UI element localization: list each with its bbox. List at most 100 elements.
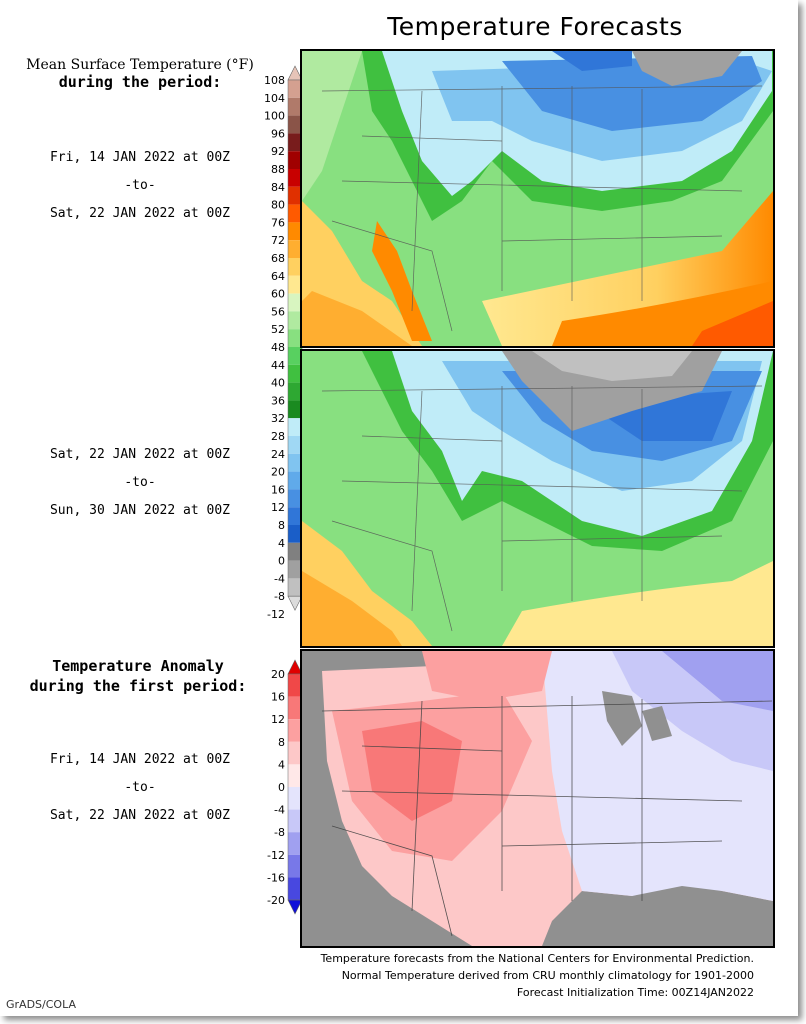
mean-legend-title-line2: during the period:: [58, 73, 222, 91]
mean-colorbar-tick-label: 8: [278, 519, 285, 532]
mean-colorbar-tick-label: 60: [271, 288, 285, 301]
mean-colorbar-swatch: [288, 525, 302, 543]
mean-colorbar-swatch: [288, 347, 302, 365]
mean-colorbar-tick-label: 28: [271, 430, 285, 443]
mean-colorbar-tick-label: 68: [271, 252, 285, 265]
period3-sep: -to-: [124, 780, 156, 795]
mean-colorbar-tick-label: 56: [271, 305, 285, 318]
anomaly-legend-title-line1: Temperature Anomaly: [52, 657, 224, 675]
mean-colorbar-swatch: [288, 80, 302, 98]
mean-colorbar-swatch: [288, 258, 302, 276]
anomaly-colorbar-tick-label: 4: [278, 758, 285, 771]
mean-colorbar-tick-label: 92: [271, 145, 285, 158]
anomaly-colorbar-swatch: [288, 854, 302, 878]
mean-legend-title: Mean Surface Temperature (°F) during the…: [20, 57, 260, 92]
mean-colorbar-swatch: [288, 578, 302, 597]
mean-temp-colorbar-svg: 1081041009692888480767268646056524844403…: [264, 65, 303, 621]
mean-colorbar-swatch: [288, 115, 302, 134]
mean-colorbar-swatch: [288, 382, 302, 401]
period1-label: Fri, 14 JAN 2022 at 00Z -to- Sat, 22 JAN…: [25, 144, 255, 228]
anomaly-colorbar-tick-label: 0: [278, 781, 285, 794]
footer-line3: Forecast Initialization Time: 00Z14JAN20…: [516, 986, 754, 999]
mean-colorbar-tick-label: 20: [271, 466, 285, 479]
anomaly-colorbar-tick-label: -12: [267, 849, 285, 862]
mean-colorbar-tick-label: 48: [271, 341, 285, 354]
mean-colorbar-swatch: [288, 151, 302, 169]
anomaly-map-period1-svg: [302, 651, 773, 946]
anomaly-colorbar-tick-label: 16: [271, 691, 285, 704]
mean-colorbar-swatch: [288, 507, 302, 525]
anomaly-colorbar-tick-label: -4: [274, 804, 285, 817]
mean-colorbar-tick-label: 44: [271, 359, 285, 372]
mean-colorbar-swatch: [288, 186, 302, 205]
period3-from: Fri, 14 JAN 2022 at 00Z: [49, 752, 230, 767]
credit-label: GrADS/COLA: [6, 998, 76, 1011]
footer-line2: Normal Temperature derived from CRU mont…: [341, 969, 754, 982]
mean-colorbar-tick-label: -12: [267, 608, 285, 621]
footer-notes: Temperature forecasts from the National …: [321, 950, 754, 1001]
mean-colorbar-swatch: [288, 364, 302, 383]
mean-colorbar-swatch: [288, 418, 302, 436]
anomaly-legend-title: Temperature Anomaly during the first per…: [18, 656, 258, 696]
mean-colorbar-swatch: [288, 311, 302, 330]
mean-colorbar-swatch: [288, 489, 302, 508]
period1-from: Fri, 14 JAN 2022 at 00Z: [49, 150, 230, 165]
mean-colorbar-swatch: [288, 453, 302, 472]
mean-colorbar-tick-label: 84: [271, 181, 285, 194]
forecast-map-period1: [300, 49, 775, 348]
mean-legend-title-line1: Mean Surface Temperature (°F): [26, 57, 254, 73]
anomaly-colorbar-tick-label: -8: [274, 826, 285, 839]
mean-colorbar-swatch: [288, 222, 302, 241]
forecast-map-period1-svg: [302, 51, 773, 346]
period2-label: Sat, 22 JAN 2022 at 00Z -to- Sun, 30 JAN…: [25, 441, 255, 525]
mean-colorbar-tick-label: 104: [264, 92, 285, 105]
anomaly-colorbar-tick-label: 12: [271, 713, 285, 726]
mean-colorbar-tick-label: 64: [271, 270, 285, 283]
mean-colorbar-swatch: [288, 542, 302, 561]
anomaly-colorbar-tick-label: 8: [278, 736, 285, 749]
figure-title: Temperature Forecasts: [387, 12, 683, 41]
anomaly-colorbar-swatch: [288, 719, 302, 742]
anomaly-colorbar-swatch: [288, 787, 302, 810]
forecast-map-period2: [300, 349, 775, 648]
mean-colorbar-tick-label: 72: [271, 234, 285, 247]
mean-colorbar-swatch: [288, 400, 302, 419]
mean-colorbar-tick-label: 16: [271, 483, 285, 496]
anomaly-colorbar-tick-label: -16: [267, 871, 285, 884]
mean-colorbar-swatch: [288, 133, 302, 152]
period1-to: Sat, 22 JAN 2022 at 00Z: [49, 206, 230, 221]
mean-colorbar-swatch: [288, 329, 302, 347]
mean-colorbar-tick-label: 96: [271, 127, 285, 140]
mean-colorbar-tick-label: 76: [271, 216, 285, 229]
period3-label: Fri, 14 JAN 2022 at 00Z -to- Sat, 22 JAN…: [25, 746, 255, 830]
mean-colorbar-tick-label: 4: [278, 537, 285, 550]
anomaly-colorbar-swatch: [288, 696, 302, 720]
anomaly-map-period1: [300, 649, 775, 948]
mean-colorbar-tick-label: 40: [271, 377, 285, 390]
anomaly-colorbar-swatch: [288, 877, 302, 900]
anomaly-colorbar-swatch: [288, 764, 302, 787]
anomaly-colorbar-tick-label: 20: [271, 668, 285, 681]
mean-colorbar-swatch: [288, 293, 302, 312]
mean-colorbar-tick-label: 88: [271, 163, 285, 176]
footer-line1: Temperature forecasts from the National …: [320, 952, 754, 965]
period2-from: Sat, 22 JAN 2022 at 00Z: [49, 447, 230, 462]
anomaly-colorbar-swatch: [288, 832, 302, 855]
period3-to: Sat, 22 JAN 2022 at 00Z: [49, 808, 230, 823]
anomaly-colorbar-swatch: [288, 741, 302, 765]
mean-colorbar-swatch: [288, 97, 302, 116]
mean-colorbar-tick-label: 52: [271, 323, 285, 336]
mean-colorbar-tick-label: 24: [271, 448, 285, 461]
mean-colorbar-swatch: [288, 471, 302, 490]
mean-colorbar-tick-label: -8: [274, 590, 285, 603]
mean-colorbar-tick-label: 100: [264, 110, 285, 123]
period2-to: Sun, 30 JAN 2022 at 00Z: [49, 503, 230, 518]
forecast-map-period2-svg: [302, 351, 773, 646]
mean-colorbar-swatch: [288, 204, 302, 223]
period2-sep: -to-: [124, 475, 156, 490]
mean-colorbar-swatch: [288, 240, 302, 258]
mean-colorbar-tick-label: 32: [271, 412, 285, 425]
mean-colorbar-tick-label: 0: [278, 555, 285, 568]
mean-colorbar-swatch: [288, 436, 302, 454]
anomaly-colorbar-tick-label: -20: [267, 894, 285, 907]
